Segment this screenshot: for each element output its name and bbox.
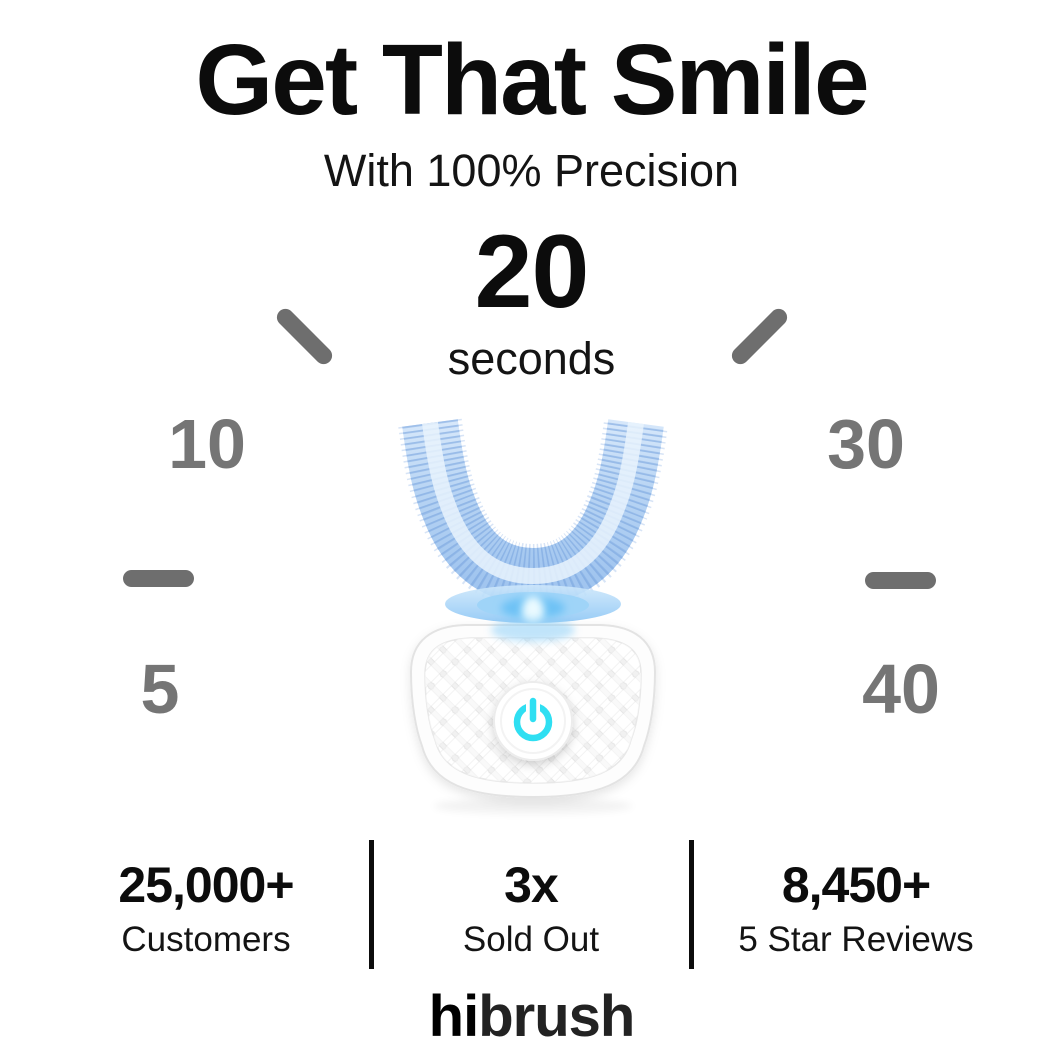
stat-sold-out: 3x Sold Out (463, 858, 599, 960)
dial-label-10: 10 (168, 405, 246, 483)
subheadline: With 100% Precision (323, 145, 740, 196)
stats-divider (369, 840, 374, 969)
stat-reviews: 8,450+ 5 Star Reviews (738, 858, 973, 960)
stat-value: 3x (504, 857, 559, 913)
brand-logo: hibrush (0, 988, 1063, 1046)
brand-logo-part1: hi (428, 984, 480, 1049)
dial-label-30: 30 (827, 405, 905, 483)
headline: Get That Smile (195, 24, 869, 136)
dial-tick-mid-left (123, 570, 194, 587)
stats-divider (689, 840, 694, 969)
power-icon (513, 697, 553, 742)
dial-label-5: 5 (140, 650, 180, 728)
product-image (398, 418, 668, 814)
base-glow (491, 618, 575, 642)
power-button (493, 681, 573, 761)
dial-label-40: 40 (862, 650, 940, 728)
stat-label: Customers (121, 920, 291, 959)
stat-label: Sold Out (462, 920, 600, 959)
timer-unit: seconds (447, 333, 616, 384)
brand-logo-part2: brush (478, 984, 635, 1049)
brush-head (398, 418, 668, 609)
glow-collar (445, 585, 621, 626)
stat-label: 5 Star Reviews (738, 920, 974, 959)
ground-shadow (433, 798, 633, 814)
stat-value: 25,000+ (118, 857, 294, 913)
timer-value: 20 (474, 214, 590, 330)
stat-value: 8,450+ (781, 857, 931, 913)
dial-tick-mid-right (865, 572, 936, 589)
brush-groove (422, 421, 644, 585)
stat-customers: 25,000+ Customers (118, 857, 294, 960)
